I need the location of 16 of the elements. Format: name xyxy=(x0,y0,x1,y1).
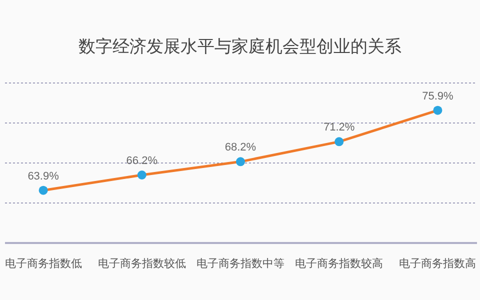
data-label: 68.2% xyxy=(224,142,256,154)
point xyxy=(334,137,344,146)
chart-title: 数字经济发展水平与家庭机会型创业的关系 xyxy=(78,37,402,56)
x-tick-label: 电子商务指数较高 xyxy=(295,257,384,270)
data-label: 75.9% xyxy=(422,90,454,102)
data-label: 71.2% xyxy=(324,122,355,134)
x-tick-label: 电子商务指数高 xyxy=(399,257,476,270)
x-tick-label: 电子商务指数中等 xyxy=(196,257,284,270)
x-tick-label: 电子商务指数低 xyxy=(4,257,82,270)
point xyxy=(236,157,245,166)
point xyxy=(137,170,146,180)
point xyxy=(433,106,442,115)
x-tick-label: 电子商务指数较低 xyxy=(98,257,186,270)
point xyxy=(38,186,48,195)
data-label: 66.2% xyxy=(126,155,158,167)
data-label: 63.9% xyxy=(28,170,60,182)
